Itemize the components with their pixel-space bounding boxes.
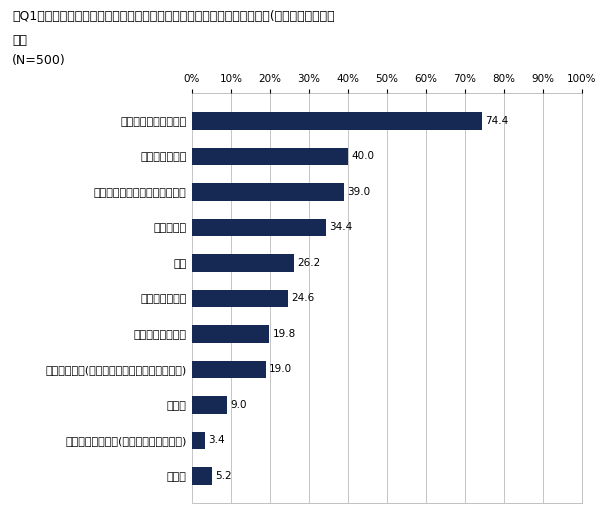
Text: 》Q1「あなたが、医療機関を選ぶ際に重視している点をお答えください。(お答えはいくつで: 》Q1「あなたが、医療機関を選ぶ際に重視している点をお答えください。(お答えはい… [12, 10, 335, 23]
Bar [192, 361, 266, 378]
Bar [192, 254, 294, 272]
Bar [192, 396, 227, 414]
Text: 74.4: 74.4 [485, 116, 509, 126]
Text: 39.0: 39.0 [347, 187, 370, 197]
Bar [192, 183, 344, 201]
Text: 19.8: 19.8 [272, 329, 296, 339]
Text: 5.2: 5.2 [215, 471, 232, 481]
Text: 19.0: 19.0 [269, 364, 292, 374]
Text: も）: も） [12, 34, 27, 47]
Text: 3.4: 3.4 [208, 435, 225, 445]
Bar [192, 147, 348, 166]
Text: 34.4: 34.4 [329, 223, 353, 233]
Text: (N=500): (N=500) [12, 54, 66, 67]
Text: 40.0: 40.0 [351, 152, 374, 161]
Bar [192, 431, 205, 449]
Text: 26.2: 26.2 [298, 258, 320, 268]
Bar [192, 112, 482, 130]
Bar [192, 290, 288, 307]
Bar [192, 467, 212, 485]
Bar [192, 218, 326, 236]
Text: 9.0: 9.0 [230, 400, 247, 410]
Bar [192, 325, 269, 343]
Text: 24.6: 24.6 [291, 293, 314, 304]
